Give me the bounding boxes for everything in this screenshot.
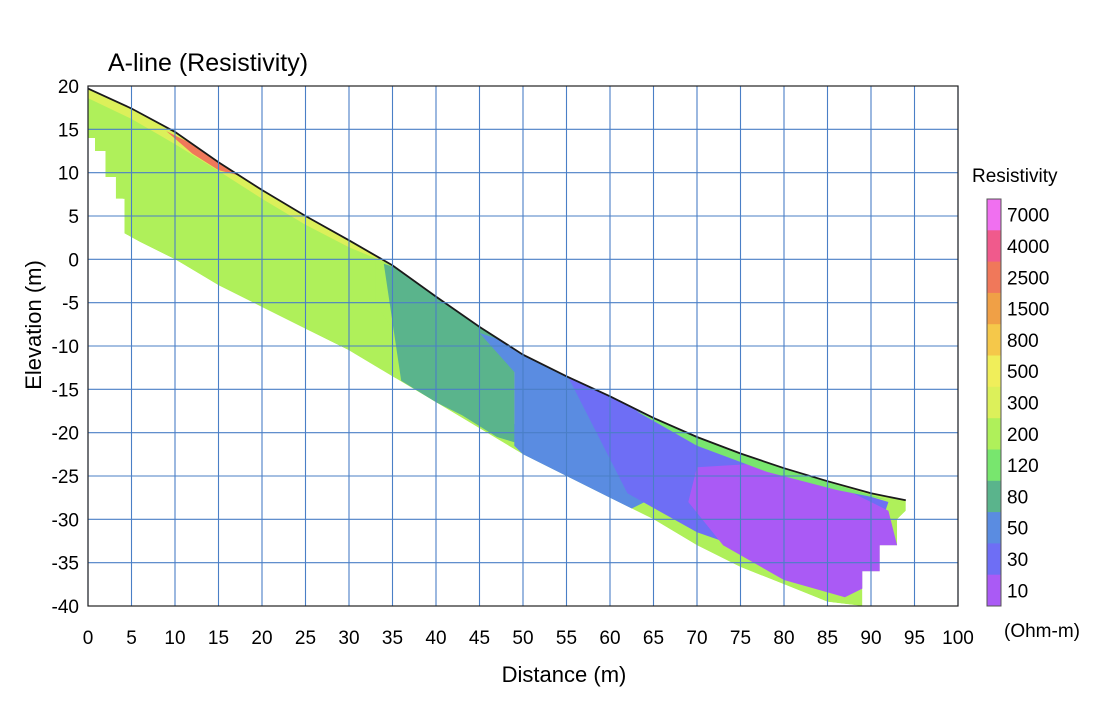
x-tick-label: 35 xyxy=(382,628,403,649)
colorbar-labels: 7000 4000 2500 1500 800 500 300 200 120 80 50 30 10 xyxy=(1007,206,1049,603)
colorbar-level-label: 500 xyxy=(1007,362,1039,383)
colorbar-level-label: 1500 xyxy=(1007,300,1049,321)
colorbar-level-label: 300 xyxy=(1007,394,1039,415)
resistivity-zone-200 xyxy=(88,88,410,381)
x-tick-label: 0 xyxy=(83,628,94,649)
colorbar-swatch xyxy=(987,418,1001,450)
colorbar-swatch xyxy=(987,324,1001,356)
x-tick-label: 20 xyxy=(251,628,272,649)
y-tick-label: 5 xyxy=(68,207,79,228)
x-tick-label: 55 xyxy=(556,628,577,649)
colorbar-legend: Resistivity 7000 4000 2500 1500 800 500 300 200… xyxy=(972,166,1080,642)
colorbar-unit: (Ohm-m) xyxy=(1004,621,1080,642)
x-tick-label: 75 xyxy=(730,628,751,649)
y-tick-label: 0 xyxy=(68,250,79,271)
y-axis-label: Elevation (m) xyxy=(21,260,46,390)
y-tick-label: -35 xyxy=(52,554,79,575)
x-tick-label: 45 xyxy=(469,628,490,649)
colorbar-swatch xyxy=(987,449,1001,482)
colorbar-level-label: 2500 xyxy=(1007,268,1049,289)
plot-frame xyxy=(87,85,959,607)
colorbar-level-label: 10 xyxy=(1007,581,1028,602)
x-tick-label: 15 xyxy=(208,628,229,649)
x-tick-label: 60 xyxy=(599,628,620,649)
x-tick-label: 80 xyxy=(773,628,794,649)
colorbar-title: Resistivity xyxy=(972,166,1058,187)
y-tick-label: -40 xyxy=(52,597,79,618)
colorbar-swatch xyxy=(987,292,1001,325)
colorbar-swatch xyxy=(987,386,1001,419)
y-tick-label: -10 xyxy=(52,337,79,358)
chart-title: A-line (Resistivity) xyxy=(108,49,308,77)
y-tick-label: -5 xyxy=(62,294,79,315)
ground-surface-line xyxy=(87,87,906,502)
x-tick-label: 95 xyxy=(904,628,925,649)
colorbar-swatch xyxy=(987,355,1001,388)
x-tick-label: 40 xyxy=(425,628,446,649)
resistivity-zone-80 xyxy=(383,263,541,450)
colorbar-level-label: 200 xyxy=(1007,425,1039,446)
colorbar-swatch xyxy=(987,512,1001,544)
x-tick-label: 70 xyxy=(686,628,707,649)
colorbar-level-label: 7000 xyxy=(1007,206,1049,227)
resistivity-zone-10 xyxy=(688,463,898,598)
colorbar-swatch xyxy=(987,230,1001,263)
x-tick-label: 30 xyxy=(338,628,359,649)
x-tick-label: 100 xyxy=(942,628,974,649)
colorbar-level-label: 80 xyxy=(1007,487,1028,508)
colorbar-level-label: 50 xyxy=(1007,519,1028,540)
x-axis-label: Distance (m) xyxy=(502,662,627,687)
x-tick-label: 50 xyxy=(512,628,533,649)
x-tick-labels: 0 5 10 15 20 25 30 35 40 45 50 55 60 65 70 75 80 85 90 95 10… xyxy=(83,628,974,649)
colorbar-frame xyxy=(986,198,1002,607)
y-tick-label: 10 xyxy=(58,164,79,185)
grid-lines xyxy=(87,85,959,607)
colorbar-swatch xyxy=(987,480,1001,513)
y-tick-label: -20 xyxy=(52,424,79,445)
colorbar-swatch xyxy=(987,261,1001,294)
y-tick-label: 20 xyxy=(58,77,79,98)
colorbar-level-label: 30 xyxy=(1007,550,1028,571)
x-tick-label: 85 xyxy=(817,628,838,649)
colorbar-level-label: 4000 xyxy=(1007,237,1049,258)
y-tick-label: -25 xyxy=(52,467,79,488)
x-tick-label: 10 xyxy=(164,628,185,649)
y-tick-label: 15 xyxy=(58,120,79,141)
colorbar-level-label: 800 xyxy=(1007,331,1039,352)
y-tick-labels: 20 15 10 5 0 -5 -10 -15 -20 -25 -30 -35 -40 xyxy=(52,77,79,618)
resistivity-zones xyxy=(88,88,906,607)
colorbar-swatch xyxy=(987,574,1001,607)
colorbar-swatch xyxy=(987,199,1001,231)
y-tick-label: -15 xyxy=(52,380,79,401)
colorbar-level-label: 120 xyxy=(1007,456,1039,477)
y-tick-label: -30 xyxy=(52,510,79,531)
colorbar-swatches xyxy=(986,198,1002,607)
x-tick-label: 65 xyxy=(643,628,664,649)
x-tick-label: 25 xyxy=(295,628,316,649)
x-tick-label: 5 xyxy=(126,628,137,649)
x-tick-label: 90 xyxy=(860,628,881,649)
colorbar-swatch xyxy=(987,543,1001,576)
